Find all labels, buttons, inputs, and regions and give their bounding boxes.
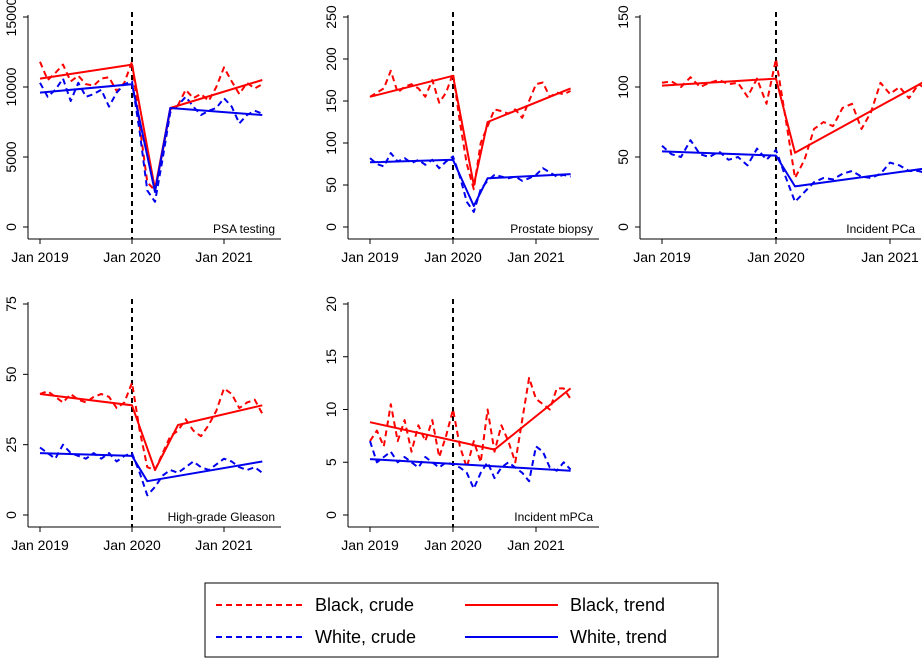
y-tick-label: 5000 bbox=[3, 141, 19, 172]
series-line-black-trend bbox=[39, 393, 263, 471]
y-tick-label: 0 bbox=[3, 223, 19, 231]
x-tick-label: Jan 2020 bbox=[103, 249, 161, 265]
panel-title: PSA testing bbox=[213, 222, 275, 236]
y-tick-label: 10 bbox=[323, 402, 339, 418]
legend: Black, crude Black, trend White, crude W… bbox=[204, 582, 719, 658]
y-tick-label: 150 bbox=[323, 89, 339, 113]
x-tick-label: Jan 2021 bbox=[507, 249, 565, 265]
legend-label-white-trend: White, trend bbox=[570, 627, 667, 647]
y-tick-label: 75 bbox=[3, 296, 19, 312]
y-tick-label: 5 bbox=[323, 458, 339, 466]
panel-title: High-grade Gleason bbox=[168, 510, 275, 524]
y-tick-label: 50 bbox=[3, 366, 19, 382]
series-line-black-trend bbox=[369, 387, 572, 451]
x-tick-label: Jan 2019 bbox=[11, 537, 69, 553]
legend-label-black-trend: Black, trend bbox=[570, 595, 665, 615]
y-tick-label: 20 bbox=[323, 296, 339, 312]
chart-panel: 0 25 50 75 Jan 2019 Jan 2020 Jan 2021 High-grad… bbox=[3, 296, 281, 553]
x-tick-label: Jan 2020 bbox=[424, 249, 482, 265]
y-tick-label: 0 bbox=[323, 511, 339, 519]
series-line-black-crude bbox=[661, 58, 922, 179]
series-line-white-crude bbox=[369, 440, 572, 490]
x-tick-label: Jan 2019 bbox=[633, 249, 691, 265]
x-tick-label: Jan 2021 bbox=[507, 537, 565, 553]
x-tick-label: Jan 2020 bbox=[103, 537, 161, 553]
chart-panel: 0 5000 10000 15000 Jan 2019 Jan 2020 Jan 2021 P… bbox=[3, 0, 281, 265]
x-tick-label: Jan 2021 bbox=[195, 249, 253, 265]
x-tick-label: Jan 2019 bbox=[11, 249, 69, 265]
legend-box bbox=[204, 582, 719, 658]
x-tick-label: Jan 2020 bbox=[747, 249, 805, 265]
x-tick-label: Jan 2020 bbox=[424, 537, 482, 553]
chart-panel: 0 50 100 150 200 250 Jan 2019 Jan 2020 Jan 2021 P… bbox=[323, 5, 599, 265]
x-tick-label: Jan 2019 bbox=[341, 249, 399, 265]
series-line-black-trend bbox=[369, 74, 571, 186]
y-tick-label: 50 bbox=[615, 149, 631, 165]
panel-title: Incident mPCa bbox=[514, 510, 593, 524]
series-line-white-crude bbox=[661, 139, 922, 203]
series-line-black-trend bbox=[661, 77, 922, 154]
series-line-white-trend bbox=[39, 83, 263, 193]
y-tick-label: 250 bbox=[323, 5, 339, 29]
x-tick-label: Jan 2021 bbox=[861, 249, 919, 265]
y-tick-label: 0 bbox=[615, 223, 631, 231]
y-tick-label: 10000 bbox=[3, 67, 19, 106]
y-tick-label: 50 bbox=[323, 177, 339, 193]
chart-panel: 0 50 100 150 Jan 2019 Jan 2020 Jan 2021 Inciden… bbox=[615, 5, 922, 265]
series-line-white-trend bbox=[369, 458, 571, 472]
legend-label-black-crude: Black, crude bbox=[315, 595, 414, 615]
series-line-white-crude bbox=[39, 443, 263, 497]
legend-label-white-crude: White, crude bbox=[315, 627, 416, 647]
panel-title: Incident PCa bbox=[846, 222, 915, 236]
y-tick-label: 0 bbox=[3, 511, 19, 519]
y-tick-label: 100 bbox=[323, 131, 339, 155]
series-line-white-crude bbox=[369, 152, 571, 213]
y-tick-label: 200 bbox=[323, 47, 339, 71]
y-tick-label: 0 bbox=[323, 223, 339, 231]
y-tick-label: 25 bbox=[3, 437, 19, 453]
y-tick-label: 100 bbox=[615, 75, 631, 99]
series-line-white-trend bbox=[661, 150, 922, 188]
y-tick-label: 150 bbox=[615, 5, 631, 29]
series-line-white-trend bbox=[39, 452, 263, 483]
chart-panel: 0 5 10 15 20 Jan 2019 Jan 2020 Jan 2021 Incident… bbox=[323, 296, 599, 553]
series-line-black-crude bbox=[39, 60, 263, 192]
x-tick-label: Jan 2019 bbox=[341, 537, 399, 553]
series-line-white-crude bbox=[39, 77, 263, 203]
x-tick-label: Jan 2021 bbox=[195, 537, 253, 553]
y-tick-label: 15 bbox=[323, 349, 339, 365]
series-line-black-crude bbox=[369, 376, 572, 469]
series-line-white-trend bbox=[369, 158, 571, 207]
y-tick-label: 15000 bbox=[3, 0, 19, 36]
panel-title: Prostate biopsy bbox=[510, 222, 593, 236]
